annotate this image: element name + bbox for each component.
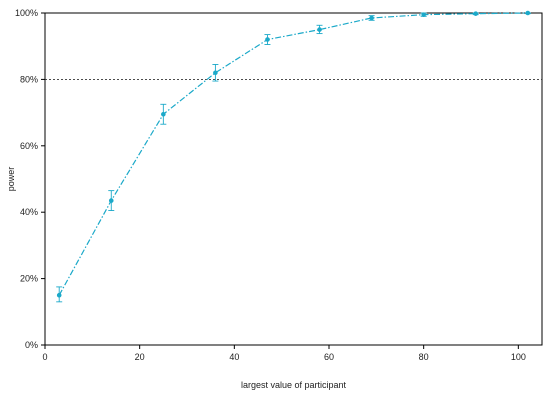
data-point (213, 70, 218, 76)
series-line (58, 12, 528, 296)
y-axis-ticks: 0% 20% 40% 60% 80% 100% (15, 8, 45, 350)
y-tick-label: 100% (15, 8, 38, 18)
data-point (108, 198, 114, 203)
y-tick-label: 20% (20, 274, 38, 284)
x-tick-label: 80 (419, 352, 429, 362)
data-point (161, 111, 166, 117)
y-tick-label: 60% (20, 141, 38, 151)
data-point (265, 37, 270, 42)
x-tick-label: 20 (135, 352, 145, 362)
y-tick-label: 40% (20, 207, 38, 217)
y-tick-label: 0% (25, 340, 38, 350)
plot-frame (44, 12, 543, 346)
data-point (56, 292, 62, 298)
y-tick-label: 80% (20, 74, 38, 84)
x-axis-ticks: 0 20 40 60 80 100 (42, 345, 526, 362)
x-tick-label: 60 (324, 352, 334, 362)
plot-area (44, 10, 543, 346)
y-axis-label: power (6, 167, 16, 192)
data-point (317, 27, 322, 32)
data-point (369, 15, 374, 21)
x-tick-label: 40 (229, 352, 239, 362)
x-tick-label: 100 (511, 352, 526, 362)
x-axis-label: largest value of participant (241, 380, 347, 390)
data-point (525, 10, 531, 16)
data-point (473, 11, 479, 16)
data-point (421, 12, 426, 17)
x-tick-label: 0 (42, 352, 47, 362)
